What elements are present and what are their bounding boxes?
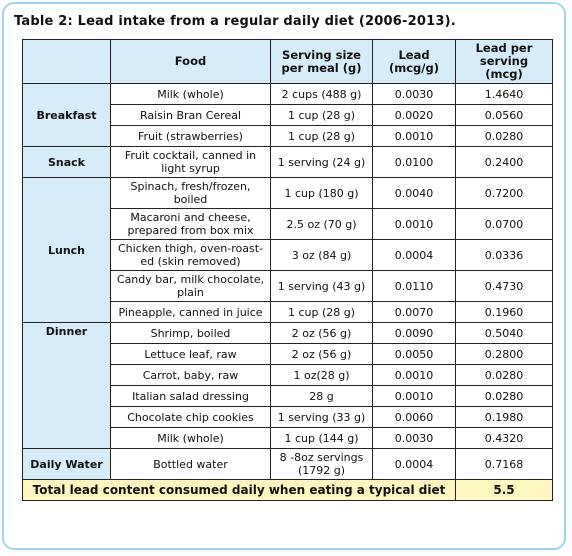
table-cell: 0.0280 — [455, 385, 553, 407]
table-cell: 3 oz (84 g) — [270, 239, 373, 271]
header-cell: Lead (mcg/g) — [372, 39, 456, 84]
table-cell: 1 serving (33 g) — [270, 406, 373, 428]
table-cell: Pineapple, canned in juice — [110, 301, 271, 323]
table-cell: 0.0090 — [372, 322, 456, 344]
table-cell: Chocolate chip cookies — [110, 406, 271, 428]
total-row: Total lead content consumed daily when e… — [22, 479, 553, 501]
table-cell: 0.0010 — [372, 385, 456, 407]
header-cell: Serving size per meal (g) — [270, 39, 373, 84]
header-row: Food Serving size per meal (g) Lead (mcg/g… — [22, 39, 553, 84]
table-cell: Shrimp, boiled — [110, 322, 271, 344]
table-cell: 28 g — [270, 385, 373, 407]
table-cell: 0.7200 — [455, 177, 553, 209]
table-cell: 0.0010 — [372, 364, 456, 386]
table-cell: 0.0110 — [372, 270, 456, 302]
table-cell: 2 cups (488 g) — [270, 83, 373, 105]
table-cell: 0.1980 — [455, 406, 553, 428]
meal-cell: Breakfast — [22, 83, 111, 147]
table-cell: 2.5 oz (70 g) — [270, 208, 373, 240]
table-cell: 0.2400 — [455, 146, 553, 178]
table-title: Table 2: Lead intake from a regular dail… — [14, 14, 456, 29]
table-cell: 1 serving (43 g) — [270, 270, 373, 302]
table-row: Raisin Bran Cereal 1 cup (28 g) 0.0020 0.05… — [23, 104, 553, 126]
header-cell: Lead per serving (mcg) — [455, 39, 553, 84]
table-cell: 0.0030 — [372, 83, 456, 105]
table-cell: 0.0700 — [455, 208, 553, 240]
table-cell: 0.4730 — [455, 270, 553, 302]
table-cell: Lettuce leaf, raw — [110, 343, 271, 365]
table-row: Lunch Spinach, fresh/frozen, boiled 1 cup … — [22, 177, 553, 323]
table-cell: Italian salad dressing — [110, 385, 271, 407]
table-cell: 8 -8oz servings (1792 g) — [270, 448, 373, 480]
table-cell: Chicken thigh, oven-roast-ed (skin remov… — [110, 239, 271, 271]
total-label: Total lead content consumed daily when e… — [22, 479, 456, 501]
table-row: Chocolate chip cookies 1 serving (33 g) 0.… — [23, 406, 553, 428]
meal-cell: Daily Water — [22, 448, 111, 480]
table-cell: Raisin Bran Cereal — [110, 104, 271, 126]
table-cell: 1 cup (144 g) — [270, 427, 373, 449]
table-cell: 0.0020 — [372, 104, 456, 126]
table-frame: Table 2: Lead intake from a regular dail… — [2, 2, 566, 550]
table-row: Italian salad dressing 28 g 0.0010 0.0280 — [23, 385, 553, 407]
table-cell: 0.0010 — [372, 208, 456, 240]
table-cell: 0.0030 — [372, 427, 456, 449]
table-cell: 0.0004 — [372, 448, 456, 480]
table-cell: 0.0070 — [372, 301, 456, 323]
table-cell: 2 oz (56 g) — [270, 322, 373, 344]
table-cell: Milk (whole) — [110, 83, 271, 105]
header-cell — [22, 39, 111, 84]
table-cell: Milk (whole) — [110, 427, 271, 449]
table-cell: 0.0280 — [455, 364, 553, 386]
table-cell: 1 cup (180 g) — [270, 177, 373, 209]
table-cell: Fruit (strawberries) — [110, 125, 271, 147]
table-cell: 0.5040 — [455, 322, 553, 344]
table-cell: 2 oz (56 g) — [270, 343, 373, 365]
table-cell: 1 cup (28 g) — [270, 104, 373, 126]
table-cell: Carrot, baby, raw — [110, 364, 271, 386]
table-row: Snack Fruit cocktail, canned in light syr… — [22, 146, 553, 178]
table-row: Daily Water Bottled water 8 -8oz servings … — [22, 448, 553, 480]
table-row: Carrot, baby, raw 1 oz(28 g) 0.0010 0.0280 — [23, 364, 553, 386]
table-cell: 1 oz(28 g) — [270, 364, 373, 386]
table-cell: 0.0560 — [455, 104, 553, 126]
table-cell: Bottled water — [110, 448, 271, 480]
table-cell: Fruit cocktail, canned in light syrup — [110, 146, 271, 178]
table-cell: 0.0060 — [372, 406, 456, 428]
table-cell: 0.0336 — [455, 239, 553, 271]
meal-cell: Dinner — [22, 322, 111, 449]
total-value: 5.5 — [455, 479, 553, 501]
table-cell: 1 cup (28 g) — [270, 301, 373, 323]
table-row: Macaroni and cheese, prepared from box m… — [23, 208, 553, 240]
table-cell: 0.0100 — [372, 146, 456, 178]
meal-cell: Snack — [22, 146, 111, 178]
table-row: Breakfast Milk (whole) 2 cups (488 g) 0.003… — [22, 83, 553, 147]
table-cell: 0.0004 — [372, 239, 456, 271]
meal-cell: Lunch — [22, 177, 111, 323]
table-cell: 0.0040 — [372, 177, 456, 209]
table-cell: 1 cup (28 g) — [270, 125, 373, 147]
table-cell: 0.4320 — [455, 427, 553, 449]
table-cell: 0.2800 — [455, 343, 553, 365]
table-cell: Macaroni and cheese, prepared from box m… — [110, 208, 271, 240]
table-cell: 1 serving (24 g) — [270, 146, 373, 178]
header-cell: Food — [110, 39, 271, 84]
table-cell: 0.0280 — [455, 125, 553, 147]
table-cell: 0.0010 — [372, 125, 456, 147]
table-row: Dinner Shrimp, boiled 2 oz (56 g) 0.0090 0.5… — [22, 322, 553, 449]
table-cell: Candy bar, milk chocolate, plain — [110, 270, 271, 302]
table-row: Pineapple, canned in juice 1 cup (28 g) 0.… — [23, 301, 553, 323]
table-cell: 0.7168 — [455, 448, 553, 480]
table-cell: Spinach, fresh/frozen, boiled — [110, 177, 271, 209]
lead-table: Food Serving size per meal (g) Lead (mcg/g… — [22, 39, 553, 501]
table-cell: 0.0050 — [372, 343, 456, 365]
table-cell: 0.1960 — [455, 301, 553, 323]
table-cell: 1.4640 — [455, 83, 553, 105]
